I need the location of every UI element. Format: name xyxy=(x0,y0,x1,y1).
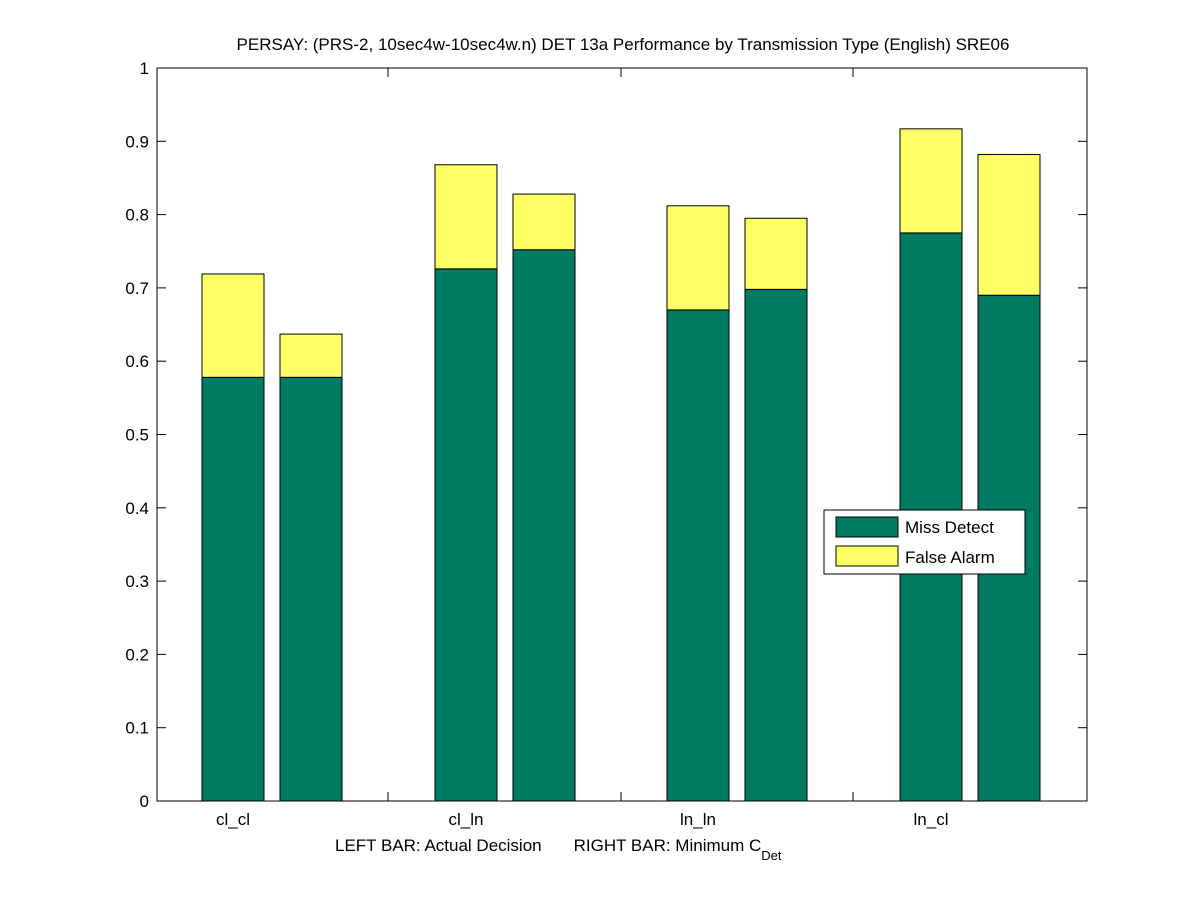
legend-swatch-miss-detect xyxy=(835,516,899,538)
x-axis-label-right: RIGHT BAR: Minimum C xyxy=(574,836,762,855)
legend: Miss Detect False Alarm xyxy=(823,509,1026,575)
x-axis-label-subscript: Det xyxy=(761,848,782,863)
bar-cl-ln-actual-false-alarm xyxy=(434,164,498,270)
x-category-label: ln_cl xyxy=(914,810,949,829)
bar-ln-ln-min-false-alarm xyxy=(744,217,808,290)
x-category-label: cl_cl xyxy=(216,810,250,829)
y-tick-label: 1 xyxy=(140,59,149,78)
bar-cl-cl-min-false-alarm xyxy=(279,333,343,378)
y-tick-label: 0.7 xyxy=(125,279,149,298)
bar-cl-cl-actual-false-alarm xyxy=(201,273,265,378)
bar-cl-ln-min-false-alarm xyxy=(512,193,576,251)
x-axis-label-left: LEFT BAR: Actual Decision xyxy=(335,836,542,855)
x-axis-label: LEFT BAR: Actual Decision RIGHT BAR: Mini… xyxy=(335,836,782,863)
bar-ln-cl-min-false-alarm xyxy=(977,153,1041,296)
bar-ln-ln-min-miss-detect xyxy=(744,288,808,802)
y-tick-label: 0.4 xyxy=(125,499,149,518)
bar-cl-ln-min-miss-detect xyxy=(512,249,576,802)
chart-title: PERSAY: (PRS-2, 10sec4w-10sec4w.n) DET 1… xyxy=(237,35,1010,54)
bar-cl-cl-actual-miss-detect xyxy=(201,376,265,802)
y-tick-label: 0.1 xyxy=(125,719,149,738)
bar-ln-ln-actual-false-alarm xyxy=(666,205,730,311)
y-tick-label: 0.3 xyxy=(125,572,149,591)
legend-label-false-alarm: False Alarm xyxy=(905,548,995,567)
y-tick-label: 0 xyxy=(140,792,149,811)
legend-swatch-false-alarm xyxy=(835,545,899,567)
legend-label-miss-detect: Miss Detect xyxy=(905,518,994,537)
bar-cl-cl-min-miss-detect xyxy=(279,376,343,802)
y-tick-label: 0.9 xyxy=(125,132,149,151)
x-category-label: cl_ln xyxy=(449,810,484,829)
axes-layer: 0 0.1 0.2 0.3 0.4 0.5 0.6 0.7 0.8 0.9 1 cl_cl cl_ln l… xyxy=(125,59,1088,829)
y-tick-label: 0.5 xyxy=(125,426,149,445)
bar-cl-ln-actual-miss-detect xyxy=(434,268,498,802)
y-tick-label: 0.6 xyxy=(125,352,149,371)
bar-ln-cl-actual-false-alarm xyxy=(899,128,963,234)
y-tick-label: 0.2 xyxy=(125,645,149,664)
bar-ln-ln-actual-miss-detect xyxy=(666,309,730,802)
x-category-label: ln_ln xyxy=(680,810,716,829)
y-tick-label: 0.8 xyxy=(125,206,149,225)
